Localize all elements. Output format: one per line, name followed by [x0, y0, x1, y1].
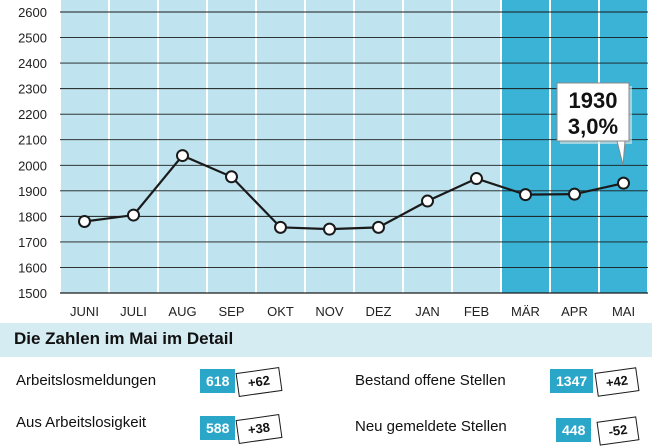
value-bestand-offene-stellen: 1347	[550, 369, 594, 393]
delta-aus-arbeitslosigkeit: +38	[235, 414, 283, 444]
value-neu-gemeldete-stellen: 448	[556, 418, 592, 442]
x-tick-label: MÄR	[511, 304, 540, 319]
data-point-mai	[617, 176, 630, 190]
x-tick-label: JUNI	[70, 304, 99, 319]
x-tick-label: JAN	[415, 304, 440, 319]
month-columns	[61, 0, 647, 293]
label-aus-arbeitslosigkeit: Aus Arbeitslosigkeit	[16, 414, 147, 431]
column-apr	[551, 0, 598, 293]
unemployment-line-chart: 1500 1600 1700 1800 1900 2000 2100 2200 2300 2400…	[18, 0, 648, 319]
y-tick-label: 2100	[18, 133, 47, 148]
callout-value: 1930	[569, 88, 618, 113]
callout-rate: 3,0%	[568, 114, 618, 139]
column-aug	[159, 0, 206, 293]
data-point-feb	[470, 172, 483, 186]
series-line	[84, 154, 624, 231]
column-dez	[355, 0, 402, 293]
column-juli	[110, 0, 157, 293]
y-tick-label: 1800	[18, 209, 47, 224]
data-point-aug	[176, 149, 189, 163]
column-nov	[306, 0, 353, 293]
value-callout: 1930 3,0%	[556, 82, 632, 166]
detail-header: Die Zahlen im Mai im Detail	[0, 323, 652, 357]
x-tick-label: OKT	[267, 304, 294, 319]
x-axis-ticks: JUNI JULI AUG SEP OKT NOV DEZ JAN FEB MÄR APR MAI	[70, 304, 635, 319]
x-tick-label: DEZ	[366, 304, 392, 319]
x-tick-label: AUG	[168, 304, 196, 319]
column-sep	[208, 0, 255, 293]
delta-arbeitslosmeldungen: +62	[235, 367, 283, 397]
y-tick-label: 2500	[18, 31, 47, 46]
column-jan	[404, 0, 451, 293]
column-mär	[502, 0, 549, 293]
y-tick-label: 1700	[18, 235, 47, 250]
y-tick-label: 2600	[18, 5, 47, 20]
x-tick-label: MAI	[612, 304, 635, 319]
y-tick-label: 1900	[18, 184, 47, 199]
y-axis-ticks: 1500 1600 1700 1800 1900 2000 2100 2200 2300 2400…	[18, 5, 47, 301]
delta-neu-gemeldete-stellen: -52	[596, 416, 640, 446]
x-tick-label: JULI	[120, 304, 147, 319]
x-tick-label: SEP	[218, 304, 244, 319]
column-feb	[453, 0, 500, 293]
data-point-sep	[225, 170, 238, 184]
data-point-juni	[78, 214, 91, 228]
y-tick-label: 2200	[18, 107, 47, 122]
data-point-juli	[127, 208, 140, 222]
data-points	[78, 149, 630, 236]
column-juni	[61, 0, 108, 293]
label-arbeitslosmeldungen: Arbeitslosmeldungen	[16, 372, 157, 389]
detail-title: Die Zahlen im Mai im Detail	[14, 329, 234, 348]
column-okt	[257, 0, 304, 293]
y-tick-label: 1600	[18, 260, 47, 275]
delta-bestand-offene-stellen: +42	[594, 367, 640, 397]
y-tick-label: 1500	[18, 286, 47, 301]
x-tick-label: APR	[561, 304, 588, 319]
gridlines	[60, 11, 648, 294]
data-point-nov	[323, 222, 336, 236]
x-tick-label: NOV	[315, 304, 344, 319]
y-tick-label: 2300	[18, 82, 47, 97]
y-tick-label: 2000	[18, 158, 47, 173]
data-point-dez	[372, 220, 385, 234]
value-arbeitslosmeldungen: 618	[200, 369, 236, 393]
data-point-okt	[274, 220, 287, 234]
label-neu-gemeldete-stellen: Neu gemeldete Stellen	[355, 418, 507, 435]
data-point-jan	[421, 194, 434, 208]
label-bestand-offene-stellen: Bestand offene Stellen	[355, 372, 506, 389]
value-aus-arbeitslosigkeit: 588	[200, 416, 236, 440]
data-point-apr	[568, 187, 581, 201]
data-point-mär	[519, 188, 532, 202]
y-tick-label: 2400	[18, 56, 47, 71]
x-tick-label: FEB	[464, 304, 489, 319]
